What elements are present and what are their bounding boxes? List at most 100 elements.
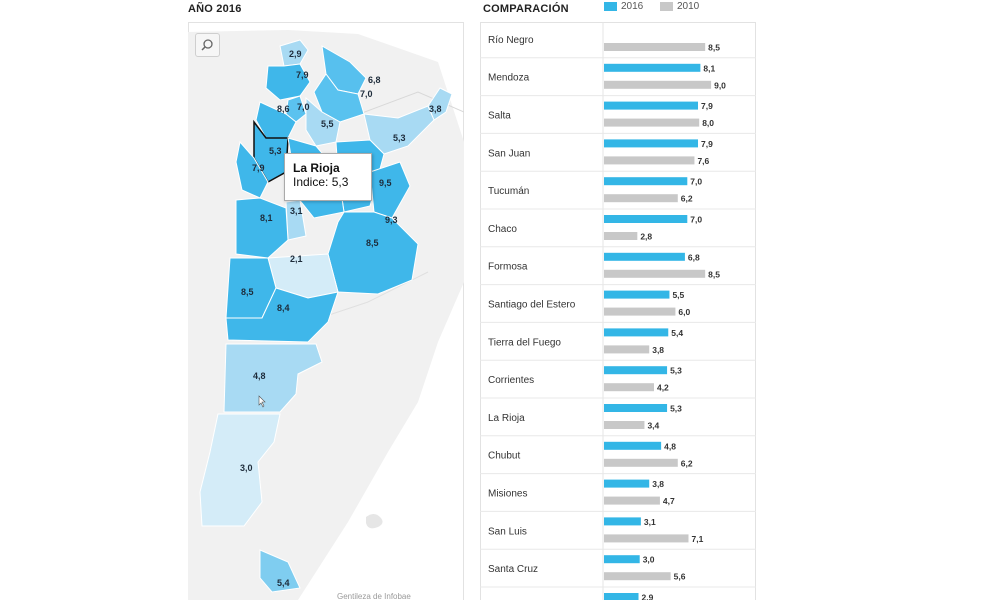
province-misiones bbox=[427, 87, 453, 121]
tooltip-province-name: La Rioja bbox=[293, 161, 340, 175]
category-label: Chaco bbox=[488, 224, 517, 235]
bar-2010 bbox=[604, 345, 650, 354]
bar-2010 bbox=[604, 572, 671, 581]
bar-2010 bbox=[604, 194, 678, 203]
tooltip-index-value: Indice: 5,3 bbox=[293, 175, 349, 189]
bar-value-label: 3,8 bbox=[652, 479, 664, 489]
bar-value-label: 4,2 bbox=[657, 383, 669, 393]
province-buenos-aires bbox=[327, 211, 419, 295]
bar-value-label: 9,0 bbox=[714, 80, 726, 90]
map-label: 5,3 bbox=[269, 146, 282, 156]
map-label: 2,1 bbox=[290, 254, 303, 264]
map-label: 8,4 bbox=[277, 303, 290, 313]
comparison-bar-chart: Río Negro 8,5 Mendoza 8,1 9,0 Salta 7,9 8,0 San … bbox=[480, 22, 756, 600]
bar-2016 bbox=[604, 479, 650, 488]
category-label: Mendoza bbox=[488, 73, 530, 84]
category-label: Río Negro bbox=[488, 35, 534, 46]
bar-value-label: 6,0 bbox=[678, 307, 690, 317]
bar-value-label: 4,8 bbox=[664, 441, 676, 451]
bar-value-label: 8,5 bbox=[708, 269, 720, 279]
bar-value-label: 3,4 bbox=[647, 421, 659, 431]
bar-2010 bbox=[604, 80, 712, 89]
map-label: 7,9 bbox=[296, 70, 309, 80]
category-label: Misiones bbox=[488, 489, 527, 500]
bar-2010 bbox=[604, 232, 638, 240]
bar-value-label: 6,2 bbox=[681, 458, 693, 468]
map-label: 8,5 bbox=[366, 238, 379, 248]
bar-value-label: 7,0 bbox=[690, 215, 702, 225]
bar-2016 bbox=[604, 517, 641, 526]
category-label: Salta bbox=[488, 111, 511, 122]
province-labels: 2,9 7,9 6,8 7,0 8,6 7,0 3,8 5,5 5,3 5,3 … bbox=[240, 49, 442, 588]
bar-2010 bbox=[604, 458, 678, 467]
category-label: Santa Cruz bbox=[488, 564, 538, 575]
province-mendoza bbox=[235, 197, 289, 259]
bar-value-label: 5,5 bbox=[672, 290, 684, 300]
province-chubut bbox=[223, 343, 323, 413]
argentina-map[interactable]: 2,9 7,9 6,8 7,0 8,6 7,0 3,8 5,5 5,3 5,3 … bbox=[188, 22, 464, 600]
map-label: 7,0 bbox=[360, 89, 373, 99]
legend-label-2010: 2010 bbox=[677, 1, 700, 12]
bar-value-label: 3,8 bbox=[652, 345, 664, 355]
map-label: 7,9 bbox=[252, 163, 265, 173]
bar-value-label: 8,0 bbox=[702, 118, 714, 128]
bar-value-label: 8,1 bbox=[703, 63, 715, 73]
map-label: 5,3 bbox=[393, 133, 406, 143]
legend-swatch-2010 bbox=[660, 2, 673, 11]
map-label: 9,3 bbox=[385, 215, 398, 225]
legend-label-2016: 2016 bbox=[621, 1, 644, 12]
legend-swatch-2016 bbox=[604, 2, 617, 11]
bar-value-label: 5,6 bbox=[674, 572, 686, 582]
map-heading: AÑO 2016 bbox=[188, 3, 242, 15]
map-label: 2,9 bbox=[289, 49, 302, 59]
category-label: Chubut bbox=[488, 451, 520, 462]
category-label: La Rioja bbox=[488, 413, 525, 424]
bar-value-label: 3,1 bbox=[644, 517, 656, 527]
bar-value-label: 3,0 bbox=[643, 555, 655, 565]
map-tooltip: La Rioja Indice: 5,3 bbox=[284, 153, 372, 201]
bar-2016 bbox=[604, 177, 688, 186]
bar-2016 bbox=[604, 252, 685, 261]
province-tierra-del-fuego bbox=[259, 549, 301, 593]
province-tucuman bbox=[285, 95, 307, 123]
bar-2016 bbox=[604, 101, 699, 110]
bar-value-label: 7,0 bbox=[690, 177, 702, 187]
bar-2010 bbox=[604, 118, 700, 127]
search-icon bbox=[201, 39, 213, 51]
province-santa-cruz bbox=[199, 413, 281, 527]
bar-2010 bbox=[604, 496, 660, 505]
map-label: 8,5 bbox=[241, 287, 254, 297]
bar-value-label: 5,4 bbox=[671, 328, 683, 338]
map-label: 8,6 bbox=[277, 104, 290, 114]
map-label: 9,5 bbox=[379, 178, 392, 188]
bar-2016 bbox=[604, 215, 688, 223]
bar-2010 bbox=[604, 156, 695, 165]
bar-2016 bbox=[604, 63, 701, 72]
bar-2016 bbox=[604, 139, 699, 148]
bar-value-label: 2,8 bbox=[640, 232, 652, 242]
category-label: San Luis bbox=[488, 526, 527, 537]
map-label: 6,8 bbox=[368, 75, 381, 85]
bar-value-label: 5,3 bbox=[670, 366, 682, 376]
bar-2016 bbox=[604, 593, 639, 600]
zoom-button[interactable] bbox=[195, 33, 220, 57]
chart-heading: COMPARACIÓN bbox=[483, 3, 569, 15]
category-label: Formosa bbox=[488, 262, 528, 273]
bar-2010 bbox=[604, 269, 706, 278]
map-label: 3,1 bbox=[290, 206, 303, 216]
bar-value-label: 6,2 bbox=[681, 194, 693, 204]
bar-value-label: 4,7 bbox=[663, 496, 675, 506]
map-label: 4,8 bbox=[253, 371, 266, 381]
category-label: Tierra del Fuego bbox=[488, 337, 561, 348]
province-salta bbox=[265, 63, 311, 101]
map-label: 7,0 bbox=[297, 102, 310, 112]
bar-value-label: 7,1 bbox=[691, 534, 703, 544]
province-chaco bbox=[313, 73, 365, 123]
island-shape bbox=[366, 514, 383, 529]
bar-value-label: 5,3 bbox=[670, 404, 682, 414]
bar-2010 bbox=[604, 307, 676, 316]
map-credit: Gentileza de Infobae bbox=[337, 592, 411, 601]
category-label: Santiago del Estero bbox=[488, 300, 576, 311]
province-rio-negro bbox=[225, 287, 339, 343]
map-label: 8,1 bbox=[260, 213, 273, 223]
